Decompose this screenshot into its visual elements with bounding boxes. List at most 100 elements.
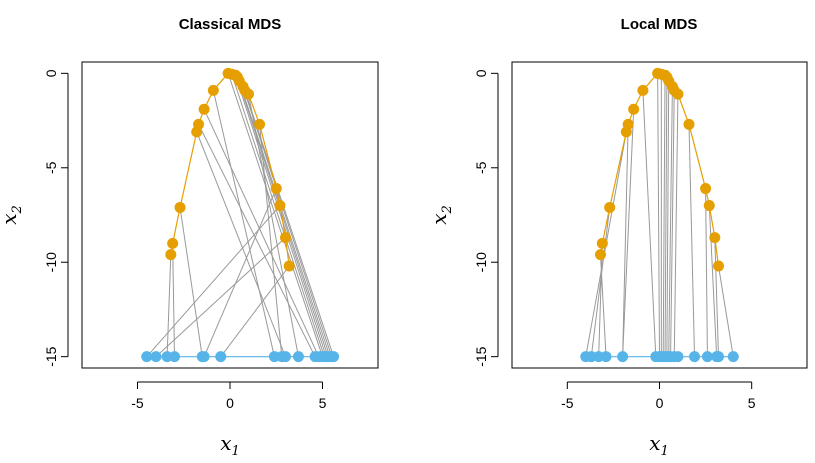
x-tick-label: 5 [319,395,327,411]
link-line [203,188,277,357]
link-line [622,109,635,357]
link-line [212,90,275,357]
y-tick-label: -10 [43,252,59,272]
upper-point [165,249,177,261]
upper-point [628,103,640,115]
curve-lines [146,72,334,358]
lower-point [280,351,291,363]
upper-point [174,201,186,213]
upper-point [637,84,649,96]
plot-frame [511,61,808,369]
upper-point [193,118,205,130]
link-line [172,243,175,357]
y-axis-label: x2 [427,205,455,225]
upper-point [280,232,291,244]
link-line [235,75,327,357]
y-tick-label: -15 [43,346,59,366]
link-line [166,254,172,357]
panel-local-mds: Local MDS -5 0 5 0 -5 -10 -15 x1 x2 [427,16,808,459]
upper-point [207,84,219,96]
x-tick-label: -5 [561,395,574,411]
axes: -5 0 5 0 -5 -10 -15 [43,69,327,411]
lower-point [141,351,153,363]
link-line [662,75,666,357]
y-tick-label: -5 [43,161,59,174]
data-points [141,67,340,363]
link-line [598,243,603,357]
upper-point [167,237,179,249]
lower-point [169,351,180,363]
link-line [231,74,325,357]
lower-point [672,351,684,363]
x-axis-label: x1 [220,431,240,459]
chart-title: Local MDS [621,16,698,33]
upper-point [604,201,616,213]
link-line [622,124,629,357]
lower-point [689,351,701,363]
link-line [248,94,299,357]
x-tick-label: 5 [748,395,756,411]
link-line [203,109,320,357]
y-tick-label: -10 [473,252,489,272]
upper-point [198,103,210,115]
lower-point [617,351,629,363]
upper-curve [170,72,290,267]
link-line [146,205,281,357]
upper-point [683,118,695,130]
lower-point [198,351,210,363]
link-line [179,207,203,357]
y-tick-label: -5 [473,161,489,174]
link-line [259,124,283,357]
link-line [664,77,668,357]
upper-point [713,260,724,272]
x-tick-label: 0 [656,395,664,411]
data-points [580,67,739,363]
upper-point [283,260,295,272]
link-lines [146,73,335,358]
upper-point [709,232,721,244]
x-tick-label: -5 [131,395,144,411]
link-line [673,94,679,357]
link-line [227,73,323,357]
x-axis-label: x1 [649,431,669,459]
lower-point [292,351,304,363]
upper-point [672,88,684,100]
link-line [236,76,329,357]
link-line [155,237,286,358]
y-tick-label: 0 [43,69,59,77]
link-line [196,131,286,357]
link-line [590,207,611,357]
upper-point [622,118,634,130]
y-axis-label: x2 [0,205,25,225]
link-line [708,205,718,357]
link-line [705,188,708,357]
panel-classical-mds: Classical MDS -5 0 5 0 -5 -10 -15 x1 x2 [0,16,379,459]
link-line [657,73,660,357]
link-line [688,124,696,357]
lower-point [215,351,227,363]
link-line [238,80,331,357]
lower-point [328,351,340,363]
link-line [642,90,657,357]
link-line [666,80,670,357]
lower-point [727,351,739,363]
upper-point [254,118,266,130]
lower-point [600,351,612,363]
link-line [244,90,335,357]
link-line [220,265,290,357]
link-line [670,90,675,357]
upper-point [243,88,254,100]
link-line [198,124,316,357]
axes: -5 0 5 0 -5 -10 -15 [473,69,756,411]
upper-point [270,183,282,195]
plot-frame [81,61,379,369]
upper-curve [599,72,720,267]
upper-point [596,237,608,249]
link-line [718,265,734,357]
lower-point [713,351,724,363]
upper-point [703,200,715,212]
y-tick-label: -15 [473,346,489,366]
lower-point [701,351,713,363]
chart-title: Classical MDS [179,16,282,33]
